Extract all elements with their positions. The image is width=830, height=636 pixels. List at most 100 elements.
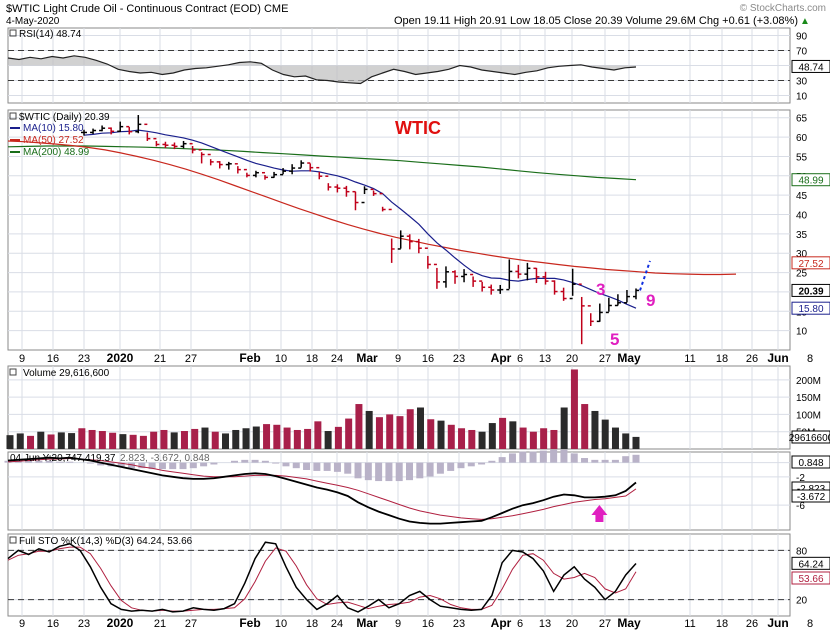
macd-histogram-bar [261, 460, 269, 463]
macd-histogram-bar [436, 462, 444, 474]
macd-histogram-bar [426, 462, 434, 477]
sto-last-label-1-box [791, 556, 830, 570]
volume-bar [222, 433, 230, 449]
macd-histogram-bar [292, 462, 300, 469]
price-panel [7, 109, 791, 351]
price-label-ma50: 27.52 [798, 259, 823, 270]
macd-histogram-bar [447, 462, 455, 471]
rsi-last-label-box [791, 59, 830, 73]
volume-bar [273, 424, 281, 449]
legend-entry: MA(50) 27.52 [23, 135, 84, 146]
volume-bar [109, 432, 117, 449]
rsi-last-label: 48.74 [798, 62, 823, 73]
price-label-ma200-box [791, 173, 830, 187]
volume-bar [375, 417, 383, 449]
x-tick-label: Jun [767, 351, 788, 365]
y-tick-label: 30 [796, 249, 808, 260]
macd-histogram-bar [128, 462, 136, 469]
volume-bar [139, 435, 147, 449]
volume-bar [488, 423, 496, 449]
x-tick-label: Feb [239, 351, 260, 365]
volume-bar [27, 435, 35, 449]
macd-histogram-bar [601, 459, 609, 463]
macd-histogram-bar [364, 462, 372, 481]
sto-last-label-2-box [791, 571, 830, 585]
macd-histogram-bar [375, 462, 383, 482]
ma200-line [7, 145, 637, 181]
macd-histogram-bar [86, 462, 94, 464]
volume-bar [540, 428, 548, 449]
x-tick-label-bottom: 9 [395, 618, 401, 630]
x-tick-label: 16 [47, 353, 59, 365]
macd-histogram-bar [66, 461, 74, 463]
macd-histogram-bar [354, 462, 362, 479]
macd-histogram-bar [508, 453, 516, 463]
watermark: © StockCharts.com [740, 3, 826, 14]
macd-histogram-bar [323, 462, 331, 471]
ma50-line [7, 140, 737, 276]
y-tick-label: 60 [796, 133, 808, 144]
macd-histogram-bar [344, 462, 352, 474]
volume-bar [57, 432, 65, 449]
macd-title-values: 2.823, -3.672, 0.848 [120, 453, 210, 464]
volume-bar [242, 428, 250, 449]
volume-bar [345, 418, 353, 449]
y-tick-label: 10 [796, 92, 808, 103]
x-tick-label: 11 [684, 353, 695, 365]
macd-last-label-3: -3.672 [797, 492, 826, 503]
sto-panel [7, 533, 791, 617]
volume-bar [180, 431, 188, 449]
sto-title: Full STO %K(14,3) %D(3) 64.24, 53.66 [19, 536, 193, 547]
x-tick-label: 6 [517, 353, 523, 365]
macd-histogram-bar [622, 456, 630, 463]
macd-line [7, 456, 637, 525]
volume-bar [499, 417, 507, 449]
macd-histogram-bar [148, 462, 156, 470]
volume-bar [468, 429, 476, 449]
x-tick-label: 8 [807, 353, 813, 365]
x-tick-label: 18 [306, 353, 318, 365]
y-tick-label: 20 [796, 596, 808, 607]
y-tick-label: 40 [796, 211, 808, 222]
x-tick-label: 18 [716, 353, 728, 365]
y-tick-label: 150M [796, 393, 821, 404]
macd-histogram-bar [272, 462, 280, 464]
volume-last-label-box [791, 430, 830, 444]
volume-bar [365, 410, 373, 449]
x-tick-label-bottom: 26 [746, 618, 758, 630]
x-tick-label: 23 [453, 353, 465, 365]
macd-histogram-bar [158, 462, 166, 470]
macd-histogram-bar [591, 459, 599, 463]
x-tick-label-bottom: 23 [453, 618, 465, 630]
x-tick-label: 2020 [107, 351, 134, 365]
volume-bar [355, 404, 363, 449]
y-tick-label: 90 [796, 32, 808, 43]
volume-bar [6, 435, 14, 449]
projection-line [639, 260, 651, 291]
x-tick-label: Mar [356, 351, 378, 365]
macd-histogram-bar [539, 450, 547, 463]
volume-title: Volume 29,616,600 [23, 368, 110, 379]
x-tick-label: 27 [185, 353, 197, 365]
y-tick-label: 80 [796, 546, 808, 557]
x-tick-label-bottom: 16 [47, 618, 59, 630]
volume-bar [98, 431, 106, 449]
y-tick-label: -2 [796, 473, 805, 484]
macd-histogram-bar [55, 461, 63, 463]
x-tick-label: 23 [78, 353, 90, 365]
volume-bar [458, 428, 466, 449]
volume-bar [129, 434, 137, 449]
price-label-close-box [791, 283, 830, 297]
y-tick-label: 55 [796, 152, 808, 163]
price-label-close: 20.39 [798, 286, 823, 297]
volume-last-label: 29616600 [789, 433, 830, 444]
x-tick-label: May [617, 351, 641, 365]
volume-bar [88, 429, 96, 449]
x-tick-label: 20 [566, 353, 578, 365]
y-tick-label: 200M [796, 376, 821, 387]
macd-histogram-bar [570, 453, 578, 463]
macd-title: 04 Jun Y:20,747,419.37 [10, 453, 116, 464]
wave-label-9: 9 [646, 291, 655, 310]
volume-bar [601, 419, 609, 449]
